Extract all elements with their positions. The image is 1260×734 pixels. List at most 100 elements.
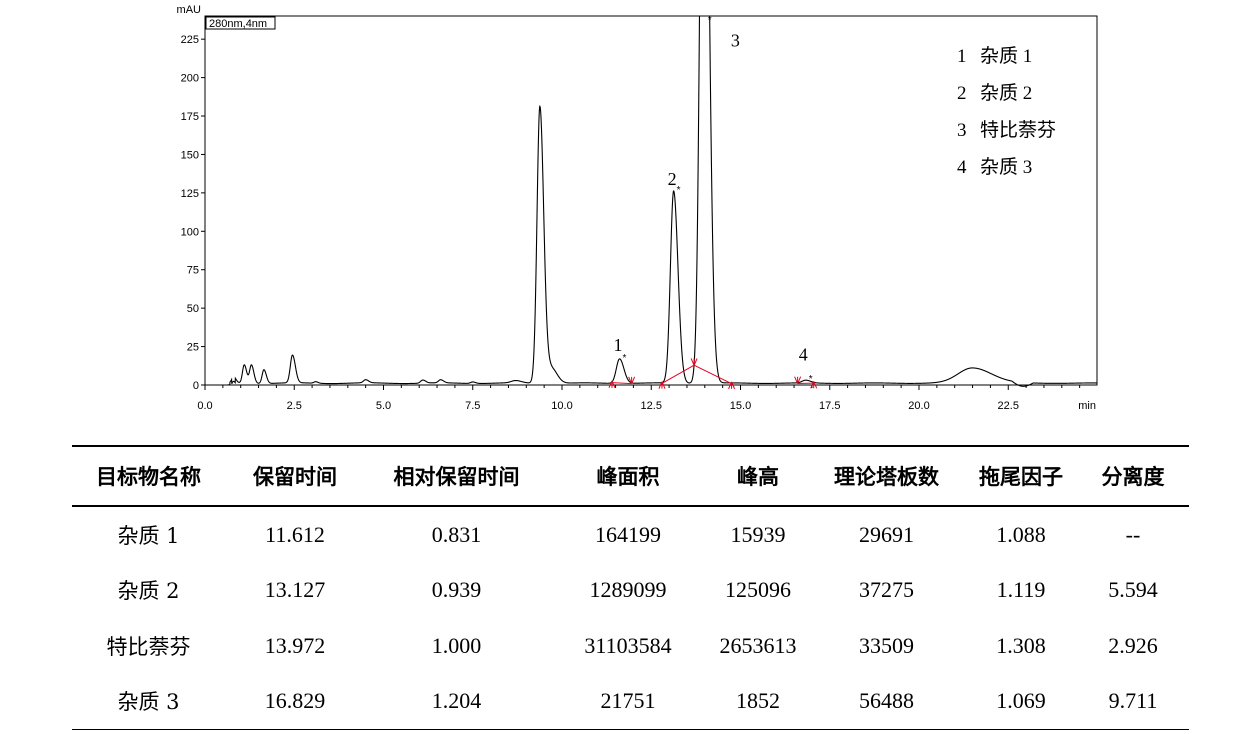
- legend-number: 1: [957, 46, 967, 67]
- table-cell: 1.088: [996, 521, 1046, 547]
- table-cell: 1.308: [996, 632, 1046, 658]
- table-header-row: 目标物名称 保留时间 相对保留时间 峰面积 峰高 理论塔板数 拖尾因子 分离度: [72, 446, 1189, 506]
- peak-label: 2: [668, 169, 677, 189]
- y-tick-label: 100: [181, 226, 199, 238]
- table-row: 特比萘芬 13.972 1.000 31103584 2653613 33509…: [72, 618, 1189, 674]
- legend-entry: 杂质 2: [980, 82, 1032, 104]
- header-cell: 峰面积: [596, 465, 660, 489]
- x-tick-label: 15.0: [730, 400, 751, 412]
- legend-number: 4: [957, 157, 967, 178]
- legend-number: 2: [957, 83, 967, 104]
- x-tick-label: 17.5: [819, 400, 840, 412]
- table-cell: 1289099: [589, 577, 667, 603]
- table-cell: 2653613: [719, 632, 797, 658]
- table-cell: --: [1125, 521, 1141, 547]
- x-unit-label: min: [1078, 400, 1096, 412]
- y-tick-label: 200: [181, 73, 199, 85]
- integration-marker: [728, 381, 736, 390]
- legend-entry: 特比萘芬: [980, 119, 1056, 141]
- chromatogram-trace: [205, 16, 1097, 387]
- table-cell: 杂质 3: [117, 690, 180, 715]
- plot-frame: [204, 15, 1098, 386]
- table-row: 杂质 1 11.612 0.831 164199 15939 29691 1.0…: [72, 506, 1189, 563]
- header-cell: 峰高: [737, 465, 779, 489]
- integration-marker: [794, 376, 802, 384]
- header-cell: 保留时间: [253, 465, 337, 489]
- table-cell: 164199: [595, 521, 661, 547]
- legend-entry: 杂质 3: [980, 156, 1032, 178]
- y-tick-label: 225: [181, 34, 199, 46]
- peak-label: 4: [799, 344, 808, 364]
- integration-marker: [608, 380, 616, 389]
- x-tick-label: 2.5: [287, 400, 302, 412]
- chromatogram-panel: 0 25 50 75 100 125 150 175 200 225 0.0 2.5 5.0 7.5 10.…: [177, 4, 1098, 412]
- table-cell: 31103584: [584, 632, 672, 658]
- table-cell: 56488: [859, 688, 914, 714]
- y-tick-label: 0: [193, 380, 199, 392]
- x-tick-label: 12.5: [641, 400, 662, 412]
- peak-label: 3: [731, 31, 740, 51]
- legend-number: 3: [957, 120, 967, 141]
- table-cell: 29691: [859, 521, 914, 547]
- y-tick-label: 50: [187, 303, 199, 315]
- x-tick-label: 0.0: [197, 400, 212, 412]
- table-cell: 21751: [600, 688, 656, 714]
- y-tick-label: 150: [181, 149, 199, 161]
- integration-baseline: [693, 364, 732, 385]
- table-cell: 1.000: [431, 632, 482, 658]
- table-cell: 1852: [736, 688, 780, 714]
- table-cell: 杂质 2: [117, 579, 180, 604]
- x-tick-label: 7.5: [465, 400, 480, 412]
- header-cell: 分离度: [1101, 465, 1165, 489]
- table-cell: 1.119: [996, 577, 1046, 603]
- x-tick-label: 10.0: [551, 400, 572, 412]
- table-cell: 1.069: [996, 688, 1046, 714]
- integration-baseline: [661, 364, 695, 384]
- y-tick-label: 175: [181, 111, 199, 123]
- integration-marker: [658, 381, 666, 389]
- x-tick-label: 20.0: [908, 400, 929, 412]
- table-row: 杂质 2 13.127 0.939 1289099 125096 37275 1…: [72, 563, 1189, 619]
- table-cell: 9.711: [1108, 688, 1158, 714]
- x-tick-label: 22.5: [998, 400, 1019, 412]
- integration-baseline: [611, 382, 632, 385]
- table-cell: 杂质 1: [117, 523, 180, 548]
- table-cell: 1.204: [431, 688, 482, 714]
- x-tick-label: 5.0: [376, 400, 391, 412]
- table-cell: 0.939: [431, 577, 482, 603]
- legend-entry: 杂质 1: [980, 45, 1032, 67]
- header-cell: 拖尾因子: [979, 465, 1063, 489]
- table-cell: 特比萘芬: [106, 634, 191, 659]
- y-tick-label: 25: [187, 342, 199, 354]
- y-tick-label: 75: [187, 265, 199, 277]
- peak-label: 1: [614, 335, 623, 355]
- y-tick-label: 125: [181, 188, 199, 200]
- chromatogram-chart: 0 25 50 75 100 125 150 175 200 225 0.0 2.5 5.0 7.5 10.…: [177, 4, 1098, 412]
- table-row: 杂质 3 16.829 1.204 21751 1852 56488 1.069…: [72, 674, 1189, 730]
- peak-star: *: [623, 353, 627, 364]
- y-unit-label: mAU: [177, 4, 202, 16]
- table-cell: 125096: [725, 577, 791, 603]
- table-cell: 33509: [859, 632, 914, 658]
- table-cell: 13.127: [264, 577, 326, 603]
- integration-marker: [810, 381, 818, 389]
- table-cell: 0.831: [431, 521, 482, 547]
- table-cell: 15939: [730, 521, 786, 547]
- table-cell: 13.972: [264, 632, 326, 658]
- integration-marker: [628, 376, 636, 385]
- table-cell: 37275: [859, 577, 914, 603]
- table-cell: 2.926: [1108, 632, 1158, 658]
- table-cell: 5.594: [1108, 577, 1158, 603]
- integration-marker: [690, 358, 698, 366]
- table-cell: 11.612: [265, 521, 325, 547]
- header-cell: 目标物名称: [96, 465, 201, 489]
- results-table: 目标物名称 保留时间 相对保留时间 峰面积 峰高 理论塔板数 拖尾因子 分离度 …: [72, 445, 1189, 730]
- peak-star: *: [708, 15, 712, 26]
- detector-label-box: [205, 16, 276, 30]
- header-cell: 理论塔板数: [834, 465, 939, 489]
- detector-label: 280nm,4nm: [209, 18, 267, 30]
- table-cell: 16.829: [264, 688, 326, 714]
- peak-star: *: [809, 374, 813, 385]
- header-cell: 相对保留时间: [393, 465, 520, 489]
- peak-star: *: [677, 185, 681, 196]
